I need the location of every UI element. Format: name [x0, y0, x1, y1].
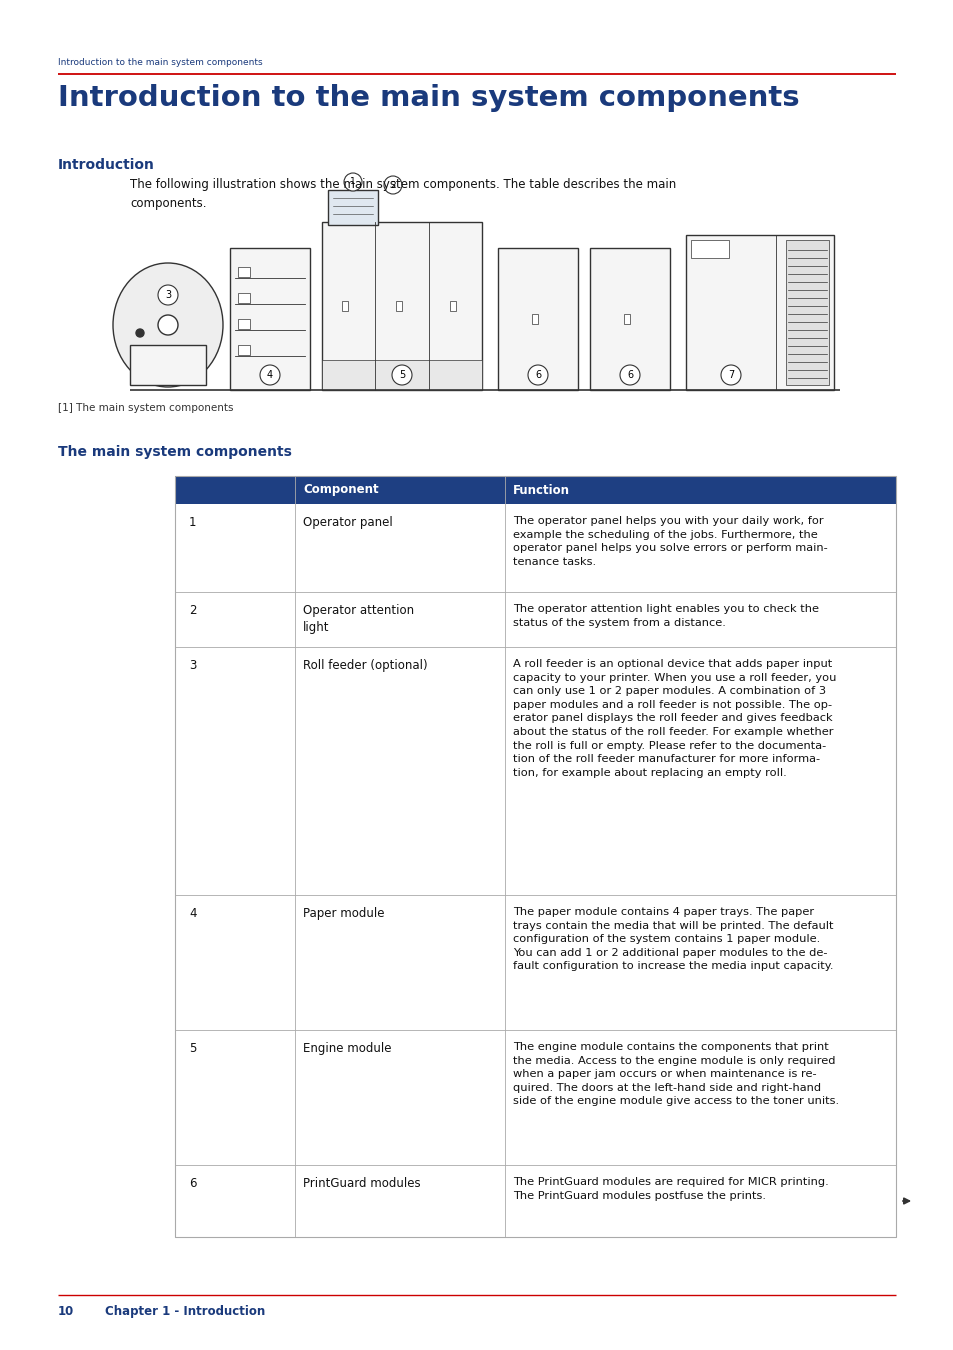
Bar — [174, 647, 895, 895]
Text: The following illustration shows the main system components. The table describes: The following illustration shows the mai… — [130, 178, 676, 209]
Text: The PrintGuard modules are required for MICR printing.
The PrintGuard modules po: The PrintGuard modules are required for … — [513, 1177, 828, 1200]
Bar — [237, 346, 250, 355]
Circle shape — [158, 285, 178, 305]
Bar — [532, 315, 537, 324]
Bar — [174, 895, 895, 1030]
Bar — [322, 360, 481, 390]
Bar — [174, 593, 895, 647]
Text: The operator attention light enables you to check the
status of the system from : The operator attention light enables you… — [513, 603, 818, 628]
Text: 10: 10 — [58, 1305, 74, 1318]
Circle shape — [384, 176, 401, 194]
Bar — [685, 235, 833, 390]
Text: Introduction to the main system components: Introduction to the main system componen… — [58, 84, 799, 112]
Text: 5: 5 — [189, 1042, 196, 1054]
Bar — [328, 190, 377, 225]
Ellipse shape — [158, 315, 178, 335]
Text: Operator attention
light: Operator attention light — [303, 603, 414, 634]
Bar — [341, 301, 348, 310]
Text: A roll feeder is an optional device that adds paper input
capacity to your print: A roll feeder is an optional device that… — [513, 659, 836, 778]
Circle shape — [392, 364, 412, 385]
Bar — [322, 221, 481, 390]
Text: 2: 2 — [390, 181, 395, 189]
Circle shape — [260, 364, 280, 385]
Bar — [174, 1165, 895, 1237]
Text: The operator panel helps you with your daily work, for
example the scheduling of: The operator panel helps you with your d… — [513, 516, 827, 567]
Text: 1: 1 — [189, 516, 196, 529]
Text: 4: 4 — [189, 907, 196, 919]
Text: 5: 5 — [398, 370, 405, 379]
Text: 1: 1 — [350, 177, 355, 186]
Text: 6: 6 — [626, 370, 633, 379]
Text: [1] The main system components: [1] The main system components — [58, 404, 233, 413]
Circle shape — [720, 364, 740, 385]
Bar — [130, 346, 206, 385]
Bar — [174, 504, 895, 593]
Circle shape — [619, 364, 639, 385]
Bar — [237, 293, 250, 302]
Text: The main system components: The main system components — [58, 446, 292, 459]
Text: PrintGuard modules: PrintGuard modules — [303, 1177, 420, 1189]
Bar — [174, 477, 895, 504]
Text: Operator panel: Operator panel — [303, 516, 393, 529]
Bar — [690, 240, 728, 258]
Text: The paper module contains 4 paper trays. The paper
trays contain the media that : The paper module contains 4 paper trays.… — [513, 907, 833, 972]
Bar — [450, 301, 456, 310]
Text: 7: 7 — [727, 370, 734, 379]
Text: Chapter 1 - Introduction: Chapter 1 - Introduction — [105, 1305, 265, 1318]
Bar — [230, 248, 310, 390]
Text: Roll feeder (optional): Roll feeder (optional) — [303, 659, 427, 672]
Circle shape — [136, 329, 144, 338]
Text: The engine module contains the components that print
the media. Access to the en: The engine module contains the component… — [513, 1042, 839, 1107]
Text: 3: 3 — [165, 290, 171, 300]
Text: 4: 4 — [267, 370, 273, 379]
Text: 2: 2 — [189, 603, 196, 617]
Text: Introduction: Introduction — [58, 158, 154, 171]
Circle shape — [344, 173, 361, 190]
Circle shape — [527, 364, 547, 385]
Bar — [785, 240, 828, 385]
Ellipse shape — [112, 263, 223, 387]
Bar — [497, 248, 578, 390]
Text: Component: Component — [303, 483, 378, 497]
Text: Engine module: Engine module — [303, 1042, 391, 1054]
Text: 3: 3 — [189, 659, 196, 672]
Text: Introduction to the main system components: Introduction to the main system componen… — [58, 58, 262, 68]
Text: 6: 6 — [535, 370, 540, 379]
Bar — [174, 477, 895, 1237]
Text: Function: Function — [513, 483, 569, 497]
Bar — [623, 315, 629, 324]
Bar — [395, 301, 401, 310]
Bar — [174, 1030, 895, 1165]
Bar — [589, 248, 669, 390]
Bar — [237, 267, 250, 277]
Text: 6: 6 — [189, 1177, 196, 1189]
Bar — [237, 319, 250, 329]
Text: Paper module: Paper module — [303, 907, 384, 919]
